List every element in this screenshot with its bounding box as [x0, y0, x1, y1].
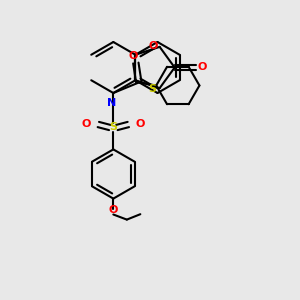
- Text: O: O: [197, 61, 206, 72]
- Text: S: S: [109, 122, 117, 133]
- Text: O: O: [136, 119, 145, 130]
- Text: O: O: [149, 41, 158, 51]
- Text: N: N: [107, 98, 116, 108]
- Text: O: O: [109, 205, 118, 215]
- Text: O: O: [129, 51, 138, 61]
- Text: S: S: [149, 84, 157, 94]
- Text: O: O: [82, 119, 91, 130]
